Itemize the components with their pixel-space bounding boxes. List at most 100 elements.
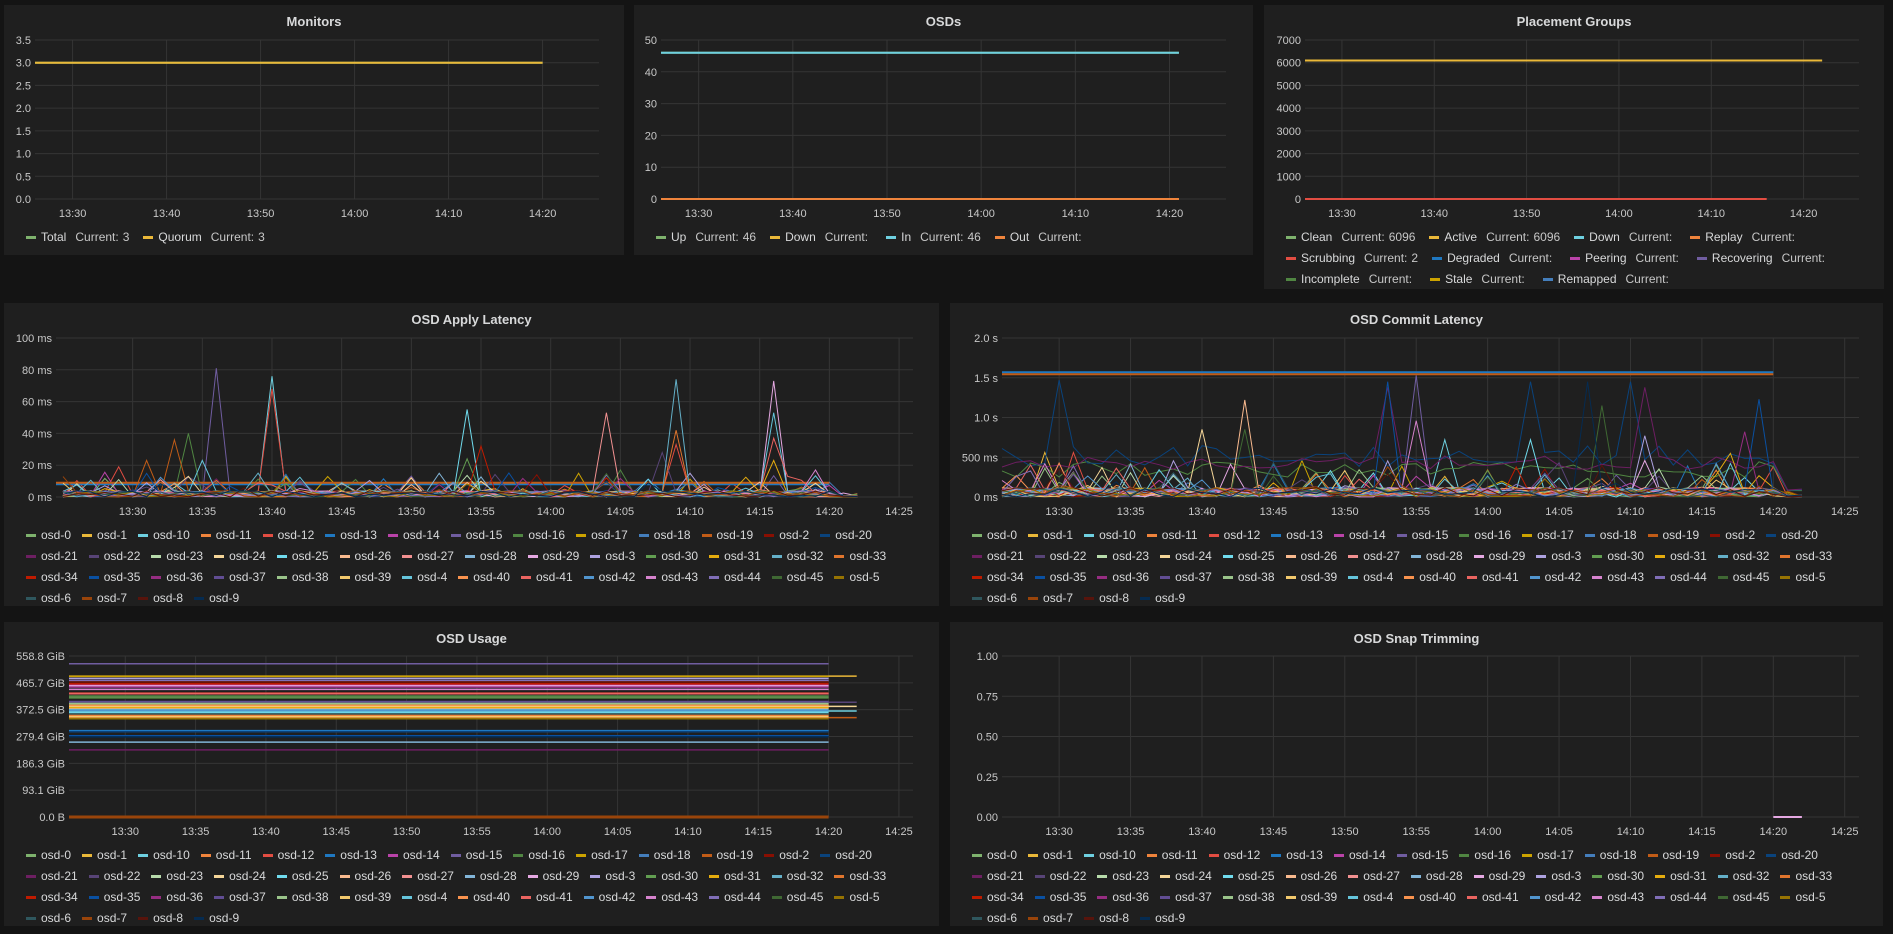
legend-label[interactable]: osd-31 [1670, 869, 1707, 883]
legend-item[interactable]: osd-2 [764, 845, 809, 866]
legend-item[interactable]: osd-30 [1592, 546, 1644, 567]
legend-color-swatch[interactable] [325, 534, 336, 537]
legend-color-swatch[interactable] [138, 534, 149, 537]
legend-label[interactable]: osd-40 [1419, 570, 1456, 584]
legend-label[interactable]: osd-43 [661, 890, 699, 904]
legend-label[interactable]: osd-32 [786, 549, 824, 563]
legend-color-swatch[interactable] [1459, 534, 1470, 537]
legend-item[interactable]: osd-38 [276, 567, 329, 588]
legend-item[interactable]: osd-23 [1097, 866, 1149, 887]
legend-color-swatch[interactable] [1690, 236, 1701, 239]
legend-label[interactable]: osd-37 [1175, 890, 1212, 904]
legend-color-swatch[interactable] [972, 896, 982, 899]
legend-item[interactable]: osd-18 [1584, 525, 1637, 546]
legend-label[interactable]: osd-32 [786, 869, 824, 883]
legend-label[interactable]: osd-0 [41, 848, 72, 862]
legend-color-swatch[interactable] [709, 875, 720, 878]
legend-item[interactable]: osd-41 [1466, 567, 1519, 588]
legend-color-swatch[interactable] [82, 534, 93, 537]
legend-color-swatch[interactable] [701, 534, 712, 537]
legend-item[interactable]: osd-11 [1146, 845, 1198, 866]
legend-label[interactable]: osd-1 [97, 528, 128, 542]
legend-label[interactable]: osd-6 [41, 591, 72, 605]
legend-item[interactable]: Peering Current: [1570, 248, 1683, 269]
legend-color-swatch[interactable] [1584, 854, 1595, 857]
legend-item[interactable]: osd-0 [972, 845, 1017, 866]
legend-color-swatch[interactable] [646, 875, 657, 878]
legend-item[interactable]: osd-5 [1780, 567, 1826, 588]
legend-item[interactable]: osd-39 [339, 887, 391, 908]
legend-color-swatch[interactable] [590, 555, 601, 558]
legend-label[interactable]: osd-21 [987, 549, 1024, 563]
legend-color-swatch[interactable] [771, 576, 782, 579]
legend-item[interactable]: osd-40 [1404, 567, 1456, 588]
legend-item[interactable]: osd-3 [590, 546, 635, 567]
legend-item[interactable]: Stale Current: [1430, 269, 1529, 290]
legend-label[interactable]: osd-16 [1474, 528, 1512, 542]
legend-color-swatch[interactable] [1647, 534, 1658, 537]
legend-label[interactable]: osd-33 [1795, 549, 1833, 563]
legend-color-swatch[interactable] [1536, 875, 1547, 878]
legend-label[interactable]: osd-41 [535, 570, 573, 584]
legend-item[interactable]: osd-33 [834, 546, 886, 567]
legend-color-swatch[interactable] [1222, 896, 1233, 899]
legend-item[interactable]: osd-25 [276, 546, 329, 567]
panel-title[interactable]: OSDs [925, 14, 962, 29]
legend-label[interactable]: Recovering [1711, 251, 1773, 265]
legend-label[interactable]: osd-17 [591, 528, 628, 542]
legend-item[interactable]: osd-14 [387, 845, 440, 866]
legend-item[interactable]: osd-45 [771, 567, 823, 588]
legend-color-swatch[interactable] [1333, 854, 1344, 857]
legend-color-swatch[interactable] [764, 534, 775, 537]
legend-item[interactable]: osd-12 [262, 845, 314, 866]
legend-label[interactable]: osd-13 [340, 848, 377, 862]
legend-item[interactable]: osd-31 [709, 866, 761, 887]
legend-item[interactable]: osd-43 [1592, 567, 1644, 588]
legend-item[interactable]: osd-4 [1348, 567, 1393, 588]
legend-label[interactable]: osd-26 [1300, 869, 1338, 883]
legend-color-swatch[interactable] [972, 854, 982, 857]
legend-item[interactable]: osd-21 [26, 866, 78, 887]
legend-color-swatch[interactable] [1529, 576, 1540, 579]
legend-color-swatch[interactable] [972, 576, 982, 579]
legend-label[interactable]: osd-15 [465, 528, 503, 542]
legend-color-swatch[interactable] [820, 854, 831, 857]
legend-item[interactable]: osd-16 [513, 845, 565, 866]
legend-color-swatch[interactable] [1160, 896, 1171, 899]
legend-item[interactable]: osd-23 [151, 546, 203, 567]
legend-item[interactable]: osd-28 [464, 866, 517, 887]
legend-color-swatch[interactable] [513, 534, 524, 537]
legend-color-swatch[interactable] [1034, 896, 1045, 899]
legend-label[interactable]: osd-28 [479, 549, 517, 563]
legend-color-swatch[interactable] [1285, 555, 1296, 558]
legend-label[interactable]: osd-3 [1551, 549, 1582, 563]
legend-color-swatch[interactable] [576, 854, 587, 857]
legend-label[interactable]: osd-5 [849, 890, 880, 904]
legend-item[interactable]: osd-44 [1655, 887, 1707, 908]
legend-label[interactable]: Active [1444, 230, 1478, 244]
legend-color-swatch[interactable] [520, 576, 531, 579]
legend-color-swatch[interactable] [1710, 534, 1721, 537]
panel-title[interactable]: OSD Usage [436, 631, 507, 646]
legend-item[interactable]: osd-41 [520, 567, 573, 588]
legend-item[interactable]: osd-24 [1160, 546, 1212, 567]
legend-item[interactable]: osd-35 [1034, 567, 1086, 588]
legend-color-swatch[interactable] [1592, 875, 1603, 878]
legend-item[interactable]: osd-3 [590, 866, 635, 887]
legend-item[interactable]: Replay Current: [1690, 227, 1799, 248]
legend-item[interactable]: osd-32 [1717, 546, 1769, 567]
legend-item[interactable]: osd-17 [576, 525, 628, 546]
legend-item[interactable]: Active Current: 6096 [1429, 227, 1560, 248]
legend-label[interactable]: osd-34 [987, 890, 1024, 904]
legend-color-swatch[interactable] [1655, 896, 1666, 899]
legend-item[interactable]: osd-24 [214, 546, 266, 567]
legend-label[interactable]: osd-14 [402, 848, 440, 862]
legend-label[interactable]: osd-36 [166, 570, 204, 584]
legend-label[interactable]: osd-37 [229, 890, 266, 904]
legend-item[interactable]: osd-32 [771, 546, 824, 567]
legend-item[interactable]: osd-15 [450, 845, 503, 866]
panel-title[interactable]: Placement Groups [1516, 14, 1632, 29]
legend-color-swatch[interactable] [764, 854, 775, 857]
legend-label[interactable]: osd-15 [465, 848, 503, 862]
legend-label[interactable]: osd-6 [987, 911, 1018, 925]
